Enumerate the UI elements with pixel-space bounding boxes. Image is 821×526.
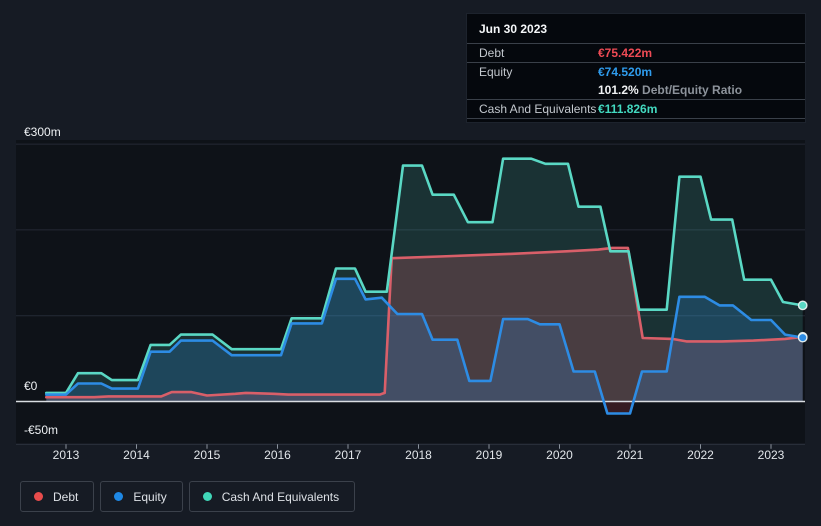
- x-axis-label-2019: 2019: [465, 449, 513, 462]
- y-axis-label-neg50m: -€50m: [24, 424, 58, 437]
- tooltip-row-equity: Equity €74.520m: [467, 63, 805, 81]
- legend-cash-label: Cash And Equivalents: [222, 490, 339, 504]
- x-axis-label-2020: 2020: [536, 449, 584, 462]
- x-axis-label-2021: 2021: [606, 449, 654, 462]
- tooltip-row-ratio: 101.2% Debt/Equity Ratio: [467, 81, 805, 100]
- y-axis-label-300m: €300m: [24, 126, 61, 139]
- tooltip-panel: Jun 30 2023 Debt €75.422m Equity €74.520…: [466, 13, 806, 123]
- tooltip-row-debt: Debt €75.422m: [467, 44, 805, 63]
- legend-debt-label: Debt: [53, 490, 78, 504]
- debt-color-dot-icon: [34, 492, 43, 501]
- tooltip-cash-label: Cash And Equivalents: [479, 102, 598, 116]
- chart-legend: Debt Equity Cash And Equivalents: [20, 481, 355, 512]
- x-axis-label-2023: 2023: [747, 449, 795, 462]
- tooltip-cash-value: €111.826m: [598, 102, 657, 116]
- cash-color-dot-icon: [203, 492, 212, 501]
- legend-item-cash[interactable]: Cash And Equivalents: [189, 481, 355, 512]
- tooltip-equity-label: Equity: [479, 65, 598, 79]
- legend-item-debt[interactable]: Debt: [20, 481, 94, 512]
- equity-color-dot-icon: [114, 492, 123, 501]
- tooltip-ratio-value: 101.2%: [598, 83, 639, 97]
- x-axis-label-2014: 2014: [113, 449, 161, 462]
- tooltip-row-cash: Cash And Equivalents €111.826m: [467, 100, 805, 119]
- x-axis-label-2018: 2018: [395, 449, 443, 462]
- cash-and-equivalents-endpoint-dot: [799, 301, 807, 309]
- debt-equity-history-chart: €300m €0 -€50m 2013 2014 2015 2016 2017 2018 2…: [0, 0, 821, 526]
- tooltip-date: Jun 30 2023: [467, 14, 805, 44]
- tooltip-debt-label: Debt: [479, 46, 598, 60]
- x-axis-label-2017: 2017: [324, 449, 372, 462]
- legend-equity-label: Equity: [133, 490, 166, 504]
- tooltip-equity-value: €74.520m: [598, 65, 652, 79]
- x-axis-label-2015: 2015: [183, 449, 231, 462]
- x-axis-label-2016: 2016: [254, 449, 302, 462]
- tooltip-debt-value: €75.422m: [598, 46, 652, 60]
- equity-endpoint-dot: [799, 333, 807, 341]
- tooltip-ratio-label: Debt/Equity Ratio: [642, 83, 742, 97]
- x-axis-label-2013: 2013: [42, 449, 90, 462]
- legend-item-equity[interactable]: Equity: [100, 481, 182, 512]
- x-axis-label-2022: 2022: [677, 449, 725, 462]
- y-axis-label-0: €0: [24, 380, 37, 393]
